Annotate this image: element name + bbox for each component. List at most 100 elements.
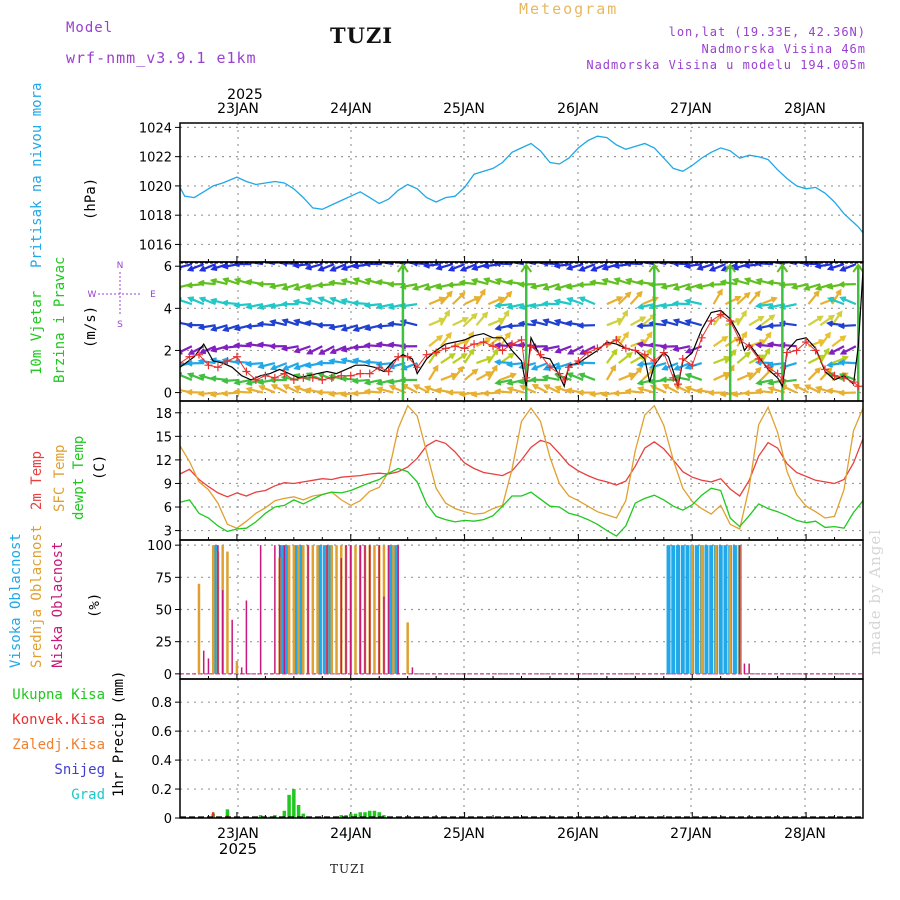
wind-arrow-head — [837, 281, 845, 288]
wind-arrow-head — [281, 364, 289, 371]
wind-arrow-head — [459, 265, 467, 272]
top-axis-label: 26JAN — [557, 101, 599, 117]
wind-arrow — [724, 336, 740, 348]
wind-arrow — [567, 297, 584, 306]
wind-arrow-head — [565, 264, 573, 271]
wind-arrow-head — [257, 362, 265, 370]
wind-arrow — [484, 278, 501, 286]
wind-arrow-head — [578, 348, 586, 355]
compass-west: W — [88, 290, 97, 300]
wind-arrow-head — [375, 386, 384, 393]
wind-gust-marker — [574, 356, 583, 365]
wind-arrow — [733, 278, 750, 286]
wind-arrow-head — [387, 363, 395, 370]
wind-arrow-head — [611, 348, 618, 356]
wind-arrow — [760, 367, 773, 381]
wind-gust-marker — [185, 352, 194, 361]
wind-arrow-head — [304, 319, 312, 327]
wind-gust-marker — [337, 371, 346, 380]
low-cloud-bar — [397, 545, 399, 674]
high-cloud-bar — [723, 545, 728, 674]
wind-arrow-head — [317, 265, 325, 272]
total-precip-bar — [339, 815, 344, 818]
low-cloud-bar — [350, 545, 352, 674]
wind-arrow — [259, 362, 276, 369]
high-cloud-bar — [732, 545, 737, 674]
wind-arrow-head — [622, 331, 629, 339]
wind-arrow — [662, 362, 679, 371]
wind-arrow — [839, 361, 856, 365]
wind-gust-marker — [460, 344, 469, 353]
wind-arrow-head — [351, 343, 359, 351]
total-precip-bar — [377, 812, 381, 818]
mid-cloud-bar — [335, 545, 338, 674]
wind-arrow-head — [492, 348, 499, 355]
wind-arrow — [555, 299, 572, 306]
wind-arrow-head — [505, 279, 514, 286]
wind-arrow-head — [754, 359, 762, 366]
wind-arrow-head — [826, 361, 834, 368]
wind-gust-marker — [778, 375, 787, 384]
wind-arrow-head — [766, 279, 774, 286]
wind-arrow-head — [221, 344, 229, 351]
wind-arrow — [673, 262, 690, 266]
wind-arrow-head — [719, 279, 727, 286]
low-cloud-bar — [743, 663, 746, 674]
wind-arrow-head — [723, 355, 731, 362]
wind-arrow — [661, 345, 679, 348]
wind-arrow-head — [304, 387, 312, 394]
mid-cloud-bar — [197, 583, 201, 674]
wind-arrow — [686, 283, 703, 290]
wind-arrow-head — [197, 323, 205, 331]
wind-arrow — [736, 292, 750, 305]
high-cloud-bar — [279, 545, 284, 674]
wind-arrow — [330, 263, 347, 272]
wind-arrow — [579, 296, 596, 306]
wind-arrow — [425, 283, 442, 290]
high-cloud-bar — [671, 545, 676, 674]
wind-arrow — [318, 263, 335, 272]
bottom-axis-label: 23JAN — [217, 826, 259, 842]
wind-gust-marker — [375, 363, 384, 372]
wind-arrow-head — [459, 291, 466, 299]
ytick-label: 0.8 — [151, 696, 172, 711]
total-precip-bar — [349, 813, 353, 818]
wind-arrow — [756, 303, 774, 308]
wind-arrow-head — [468, 348, 475, 355]
wind-arrow-head — [566, 372, 574, 379]
wind-arrow-head — [601, 277, 609, 285]
wind-arrow-head — [270, 262, 276, 265]
wind-gust-marker — [674, 380, 683, 389]
wind-arrow-head — [245, 303, 253, 310]
wind-arrow-head — [814, 262, 822, 270]
wind-arrow-head — [839, 348, 847, 355]
wind-gust-marker — [612, 335, 621, 344]
lonlat-label: lon,lat (19.33E, 42.36N) — [668, 25, 866, 39]
wind-arrow — [460, 281, 477, 286]
wind-arrow — [199, 324, 216, 329]
wind-arrow — [318, 296, 335, 306]
wind-arrow-head — [565, 387, 573, 394]
wind-gust-marker — [564, 363, 573, 372]
wind-arrow-head — [485, 337, 493, 344]
wind-arrow — [428, 335, 443, 348]
wind-arrow — [451, 366, 464, 381]
wind-arrow — [736, 372, 753, 381]
wind-arrow — [760, 332, 772, 347]
wind-gust-marker — [261, 371, 270, 380]
wind-arrow-head — [835, 288, 842, 296]
wind-arrow-head — [364, 277, 372, 284]
wind-arrow-head — [659, 343, 667, 350]
wind-gust-marker — [403, 352, 412, 361]
wind-arrow — [365, 303, 382, 307]
wind-arrow — [674, 319, 691, 327]
high-cloud-bar — [389, 545, 394, 674]
wind-arrow-head — [352, 325, 360, 332]
wind-arrow — [807, 290, 820, 305]
wind-arrow-head — [210, 264, 218, 272]
wind-arrow-head — [554, 347, 562, 354]
wind-arrow — [713, 372, 729, 381]
wind-arrow-head — [375, 279, 383, 286]
mid-cloud-bar — [297, 545, 300, 674]
wind-arrow-head — [304, 362, 312, 369]
